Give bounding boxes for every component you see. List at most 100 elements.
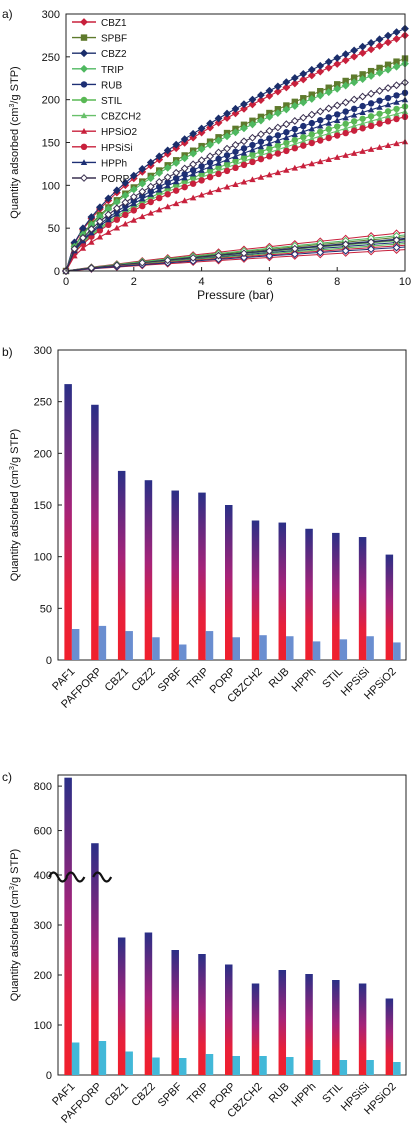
point-cbz2-upper-6 bbox=[112, 186, 121, 195]
point-trip-upper-24 bbox=[265, 112, 274, 121]
point-stil-upper-33 bbox=[342, 120, 349, 128]
point-porp-upper-4 bbox=[95, 217, 104, 226]
legend-label-rub: RUB bbox=[101, 80, 122, 91]
point-porp-upper-14 bbox=[180, 164, 189, 173]
point-stil-upper-38 bbox=[384, 108, 392, 115]
point-rub-upper-11 bbox=[156, 183, 163, 190]
point-cbz2-upper-28 bbox=[299, 69, 308, 78]
point-hpsio2-upper-2 bbox=[79, 245, 87, 251]
y-tick-label-c-200: 200 bbox=[34, 970, 52, 982]
point-cbz2-upper-30 bbox=[316, 61, 325, 70]
point-porp-upper-24 bbox=[265, 126, 274, 135]
bar-main-hpph bbox=[305, 974, 313, 1075]
point-hpsisi-upper-20 bbox=[232, 164, 239, 172]
y-tick-label-b-50: 50 bbox=[40, 603, 52, 615]
legend-marker-cbz1 bbox=[80, 18, 88, 26]
point-spbf-upper-30 bbox=[317, 87, 324, 95]
bar-secondary-porp bbox=[232, 637, 240, 660]
point-rub-upper-23 bbox=[257, 138, 265, 145]
category-label-spbf: SPBF bbox=[156, 665, 185, 694]
point-hpsisi-upper-26 bbox=[283, 147, 290, 155]
point-porp-upper-27 bbox=[290, 117, 299, 125]
point-trip-upper-17 bbox=[206, 140, 214, 149]
point-porp-lower-24 bbox=[265, 247, 274, 255]
point-hpph-upper-13 bbox=[172, 178, 180, 185]
point-cbzch2-upper-28 bbox=[300, 138, 307, 144]
point-trip-upper-18 bbox=[214, 136, 223, 145]
point-spbf-upper-37 bbox=[376, 64, 383, 72]
point-cbz1-upper-36 bbox=[367, 45, 376, 54]
point-hpsisi-upper-30 bbox=[317, 137, 324, 144]
point-hpsisi-upper-27 bbox=[291, 145, 299, 152]
legend-marker-porp bbox=[80, 174, 88, 182]
point-trip-upper-19 bbox=[223, 132, 231, 141]
series-porp bbox=[62, 78, 409, 275]
x-tick-label-a-4: 4 bbox=[199, 276, 205, 288]
point-stil-upper-31 bbox=[325, 125, 332, 133]
point-rub-upper-28 bbox=[300, 122, 307, 130]
y-tick-label-b-150: 150 bbox=[34, 500, 52, 512]
point-hpsio2-upper-35 bbox=[359, 148, 366, 154]
point-cbz1-upper-29 bbox=[307, 71, 316, 80]
bar-secondary-cbz1 bbox=[125, 1051, 133, 1075]
bar-secondary-porp bbox=[232, 1056, 240, 1075]
point-hpsisi-upper-10 bbox=[147, 198, 154, 206]
point-porp-upper-15 bbox=[189, 160, 198, 169]
point-spbf-upper-36 bbox=[367, 67, 375, 75]
y-tick-label-a-150: 150 bbox=[42, 138, 60, 150]
legend-item-cbz2: CBZ2 bbox=[72, 49, 127, 60]
bar-main-pafporp bbox=[91, 404, 99, 660]
point-porp-upper-23 bbox=[257, 130, 265, 139]
bar-secondary-cbzch2 bbox=[259, 635, 267, 660]
point-rub-upper-26 bbox=[283, 129, 290, 136]
bar-main-trip bbox=[198, 954, 206, 1075]
point-porp-lower-6 bbox=[112, 261, 121, 270]
point-hpsio2-upper-29 bbox=[308, 160, 315, 167]
point-hpph-upper-10 bbox=[147, 191, 154, 197]
point-cbz2-upper-10 bbox=[146, 158, 155, 167]
y-tick-label-c-0: 0 bbox=[46, 1070, 52, 1082]
point-rub-upper-36 bbox=[367, 100, 375, 107]
point-cbz2-upper-21 bbox=[240, 100, 248, 109]
bar-secondary-hpph bbox=[312, 1060, 321, 1075]
bar-secondary-pafporp bbox=[98, 625, 107, 660]
point-cbz2-upper-18 bbox=[214, 114, 223, 123]
point-hpph-upper-9 bbox=[139, 195, 146, 202]
point-hpsisi-upper-23 bbox=[257, 155, 265, 163]
bar-secondary-hpsio2 bbox=[393, 1062, 401, 1075]
point-hpph-upper-36 bbox=[367, 106, 375, 113]
point-cbz2-upper-32 bbox=[333, 54, 342, 62]
bar-secondary-trip bbox=[205, 1054, 214, 1075]
bar-secondary-cbz2 bbox=[152, 637, 160, 660]
category-label-hpph: HPPh bbox=[290, 666, 319, 695]
bar-secondary-cbz2 bbox=[152, 1057, 160, 1075]
point-hpph-lower-24 bbox=[265, 251, 274, 260]
point-rub-upper-37 bbox=[376, 97, 383, 104]
point-trip-upper-36 bbox=[367, 72, 376, 80]
point-hpsisi-upper-39 bbox=[393, 115, 400, 123]
point-rub-upper-22 bbox=[249, 141, 256, 149]
point-cbzch2-upper-27 bbox=[291, 140, 299, 147]
point-hpsio2-upper-16 bbox=[198, 191, 205, 198]
point-rub-upper-15 bbox=[189, 166, 197, 174]
bar-main-hpph bbox=[305, 528, 313, 660]
point-hpsisi-upper-33 bbox=[342, 129, 349, 137]
bar-secondary-stil bbox=[339, 1060, 348, 1075]
point-hpsio2-upper-26 bbox=[283, 167, 290, 173]
point-hpph-upper-25 bbox=[274, 137, 282, 144]
point-hpph-upper-23 bbox=[257, 143, 265, 150]
y-tick-label-a-200: 200 bbox=[42, 95, 60, 107]
point-hpsisi-upper-15 bbox=[189, 180, 197, 187]
point-hpsio2-upper-34 bbox=[350, 150, 358, 156]
point-porp-upper-37 bbox=[375, 86, 384, 95]
point-hpsio2-upper-9 bbox=[139, 213, 146, 220]
point-hpph-upper-18 bbox=[215, 159, 222, 166]
point-trip-upper-29 bbox=[307, 95, 316, 103]
category-label-rub: RUB bbox=[267, 1081, 292, 1106]
point-rub-upper-13 bbox=[172, 174, 180, 182]
point-hpsio2-upper-20 bbox=[232, 181, 239, 188]
point-hpsisi-upper-21 bbox=[240, 161, 248, 169]
point-cbzch2-upper-33 bbox=[342, 125, 349, 132]
legend-marker-hpsio2 bbox=[80, 128, 88, 134]
